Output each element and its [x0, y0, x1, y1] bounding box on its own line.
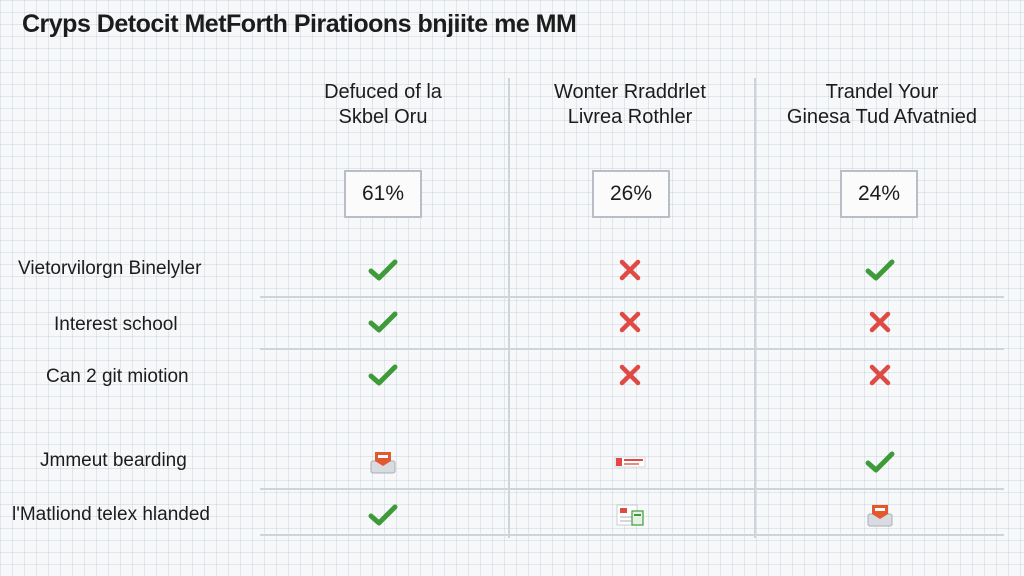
- column-header-line: Defuced of la: [324, 81, 442, 103]
- row-label-5: l'Matliond telex hlanded: [12, 504, 210, 525]
- orange-badge-icon: [363, 442, 403, 482]
- column-header-line: Trandel Your: [825, 81, 939, 103]
- cross-icon: [610, 355, 650, 395]
- column-header-line: Wonter Rraddrlet: [554, 81, 706, 103]
- column-divider: [754, 78, 756, 538]
- cross-icon: [860, 355, 900, 395]
- check-icon: [363, 355, 403, 395]
- cross-icon: [610, 302, 650, 342]
- row-label-2: Interest school: [54, 314, 178, 335]
- column-header-line: Ginesa Tud Afvatnied: [786, 106, 978, 128]
- column-header-line: Skbel Oru: [338, 106, 428, 128]
- percent-value-1: 61%: [344, 170, 422, 218]
- cross-icon: [610, 250, 650, 290]
- row-divider: [260, 348, 1004, 350]
- check-icon: [363, 250, 403, 290]
- document-icon: [610, 495, 650, 535]
- row-label-1: Vietorvilorgn Binelyler: [18, 258, 202, 279]
- check-icon: [860, 442, 900, 482]
- column-header-line: Livrea Rothler: [567, 106, 693, 128]
- red-label-icon: [610, 442, 650, 482]
- row-divider: [260, 534, 1004, 536]
- row-divider: [260, 296, 1004, 298]
- percent-value-3: 24%: [840, 170, 918, 218]
- column-divider: [508, 78, 510, 538]
- row-divider: [260, 488, 1004, 490]
- page-title: Cryps Detocit MetForth Piratioons bnjiit…: [22, 10, 577, 38]
- percent-value-2: 26%: [592, 170, 670, 218]
- check-icon: [363, 495, 403, 535]
- row-label-4: Jmmeut bearding: [40, 450, 187, 471]
- column-header-3: Trandel Your Ginesa Tud Afvatnied: [762, 80, 1002, 130]
- check-icon: [363, 302, 403, 342]
- cross-icon: [860, 302, 900, 342]
- row-label-3: Can 2 git miotion: [46, 366, 189, 387]
- column-header-1: Defuced of la Skbel Oru: [263, 80, 503, 130]
- check-icon: [860, 250, 900, 290]
- orange-badge-icon: [860, 495, 900, 535]
- column-header-2: Wonter Rraddrlet Livrea Rothler: [510, 80, 750, 130]
